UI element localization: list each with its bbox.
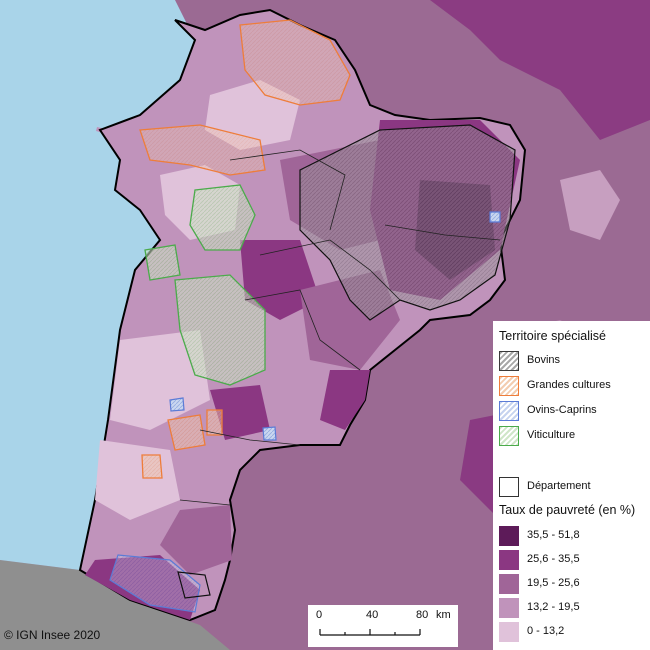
legend-departement-swatch — [499, 477, 519, 497]
legend-label-grandes-cultures: Grandes cultures — [527, 379, 611, 391]
poverty-zone — [160, 505, 232, 575]
legend-label-viticulture: Viticulture — [527, 429, 576, 441]
outside-patch — [430, 0, 650, 140]
legend-class-swatch — [499, 574, 519, 594]
legend-departement-label: Département — [527, 480, 591, 492]
legend-class-label: 35,5 - 51,8 — [527, 529, 580, 541]
scale-tick-80: 80 — [416, 609, 429, 621]
legend-class-label: 13,2 - 19,5 — [527, 601, 580, 613]
copyright-text: © IGN Insee 2020 — [4, 628, 101, 642]
territory-grandes-cultures — [139, 124, 266, 176]
map-legend: Territoire spécialisé Bovins Grandes cult… — [493, 321, 650, 650]
legend-swatch-bovins — [499, 351, 519, 371]
territory-ovins-caprins — [169, 397, 185, 412]
atlantic-ocean — [0, 0, 195, 570]
poverty-zone — [210, 385, 270, 440]
outside-patch — [560, 170, 620, 240]
legend-territory-title: Territoire spécialisé — [499, 329, 606, 343]
territory-grandes-cultures — [141, 454, 163, 479]
legend-label-ovins-caprins: Ovins-Caprins — [527, 404, 597, 416]
scale-bar: 0 40 80 km — [308, 605, 458, 647]
territory-ovins-caprins — [489, 211, 501, 223]
departement-borders — [179, 149, 501, 506]
legend-class-label: 19,5 - 25,6 — [527, 577, 580, 589]
poverty-zone — [110, 330, 210, 430]
territory-ovins-caprins — [262, 426, 277, 441]
legend-swatch-viticulture — [499, 426, 519, 446]
legend-class-swatch — [499, 526, 519, 546]
legend-swatch-grandes-cultures — [499, 376, 519, 396]
territory-grandes-cultures — [206, 409, 223, 436]
territory-grandes-cultures — [239, 19, 351, 106]
territory-grandes-cultures — [167, 414, 206, 451]
territory-bovins — [299, 124, 516, 321]
legend-label-bovins: Bovins — [527, 354, 561, 366]
territory-viticulture — [144, 244, 181, 281]
legend-class-swatch — [499, 598, 519, 618]
legend-swatch-ovins-caprins — [499, 401, 519, 421]
scale-tick-0: 0 — [316, 609, 323, 621]
territory-bovins — [177, 571, 211, 599]
spain — [0, 560, 230, 650]
scale-unit: km — [436, 609, 451, 621]
territory-viticulture — [174, 274, 266, 386]
poverty-zone — [240, 240, 320, 320]
poverty-zone — [320, 370, 370, 430]
legend-class-swatch — [499, 550, 519, 570]
territory-bovins — [109, 554, 201, 613]
legend-rate-title: Taux de pauvreté (en %) — [499, 503, 636, 517]
legend-class-swatch — [499, 622, 519, 642]
legend-class-label: 25,6 - 35,5 — [527, 553, 580, 565]
territory-viticulture — [189, 184, 256, 251]
legend-class-label: 0 - 13,2 — [527, 625, 565, 637]
scale-tick-40: 40 — [366, 609, 379, 621]
scale-line — [319, 629, 421, 636]
